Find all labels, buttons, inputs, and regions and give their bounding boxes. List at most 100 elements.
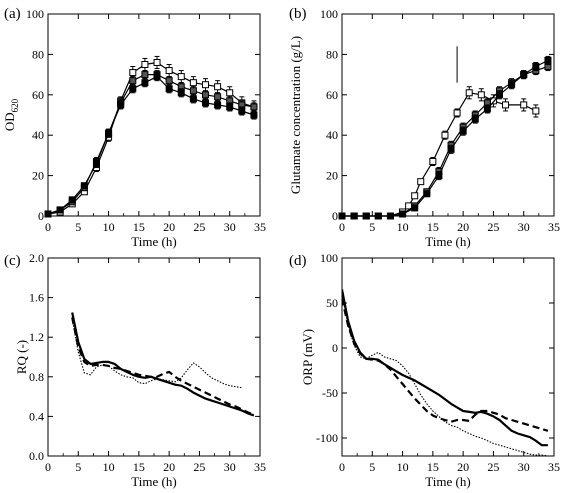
- data-point: [465, 89, 473, 97]
- data-point: [141, 71, 149, 79]
- series-line-1: [342, 65, 549, 217]
- data-point: [483, 105, 491, 113]
- x-tick-label: 30: [518, 220, 530, 234]
- data-point: [417, 178, 425, 186]
- data-point: [435, 172, 443, 180]
- series-line-dashed: [71, 317, 255, 416]
- data-point: [453, 109, 461, 117]
- y-axis-label: RQ (-): [14, 340, 29, 374]
- x-tick-label: 15: [133, 220, 145, 234]
- y-axis-label-subscript: 620: [10, 98, 20, 112]
- data-point: [374, 212, 382, 220]
- x-tick-label: 0: [45, 220, 51, 234]
- y-tick-label: 60: [326, 88, 338, 102]
- data-point: [105, 129, 113, 137]
- data-point: [201, 99, 209, 107]
- y-tick-label: 40: [32, 128, 44, 142]
- y-tick-label: 100: [320, 251, 338, 265]
- data-point: [129, 77, 137, 85]
- data-point: [165, 67, 173, 75]
- y-tick-label: 0.0: [29, 449, 44, 463]
- data-point: [92, 159, 100, 167]
- series-line-solid: [71, 312, 255, 417]
- data-point: [338, 212, 346, 220]
- panel-0: (a) 0 5 10 15 20 25 30 35 0 20 40 60 80 100 Time (h) OD6…: [2, 6, 266, 249]
- x-tick-label: 5: [75, 460, 81, 474]
- data-point: [117, 101, 125, 109]
- data-point: [129, 85, 137, 93]
- data-point: [165, 77, 173, 85]
- data-point: [477, 91, 485, 99]
- x-tick-label: 10: [103, 460, 115, 474]
- panel-2: (c) 0 5 10 15 20 25 30 35 0.0 0.4 0.8 1.2 1.6 2.0 Time …: [4, 251, 266, 489]
- panel-label: (b): [289, 6, 307, 22]
- data-point: [56, 206, 64, 214]
- data-point: [68, 196, 76, 204]
- panel-label: (c): [4, 253, 21, 269]
- data-point: [214, 93, 222, 101]
- y-tick-label: -50: [322, 386, 338, 400]
- data-point: [153, 58, 161, 66]
- x-tick-label: 35: [548, 460, 560, 474]
- data-point: [226, 89, 234, 97]
- x-tick-label: 30: [224, 220, 236, 234]
- x-tick-label: 5: [369, 460, 375, 474]
- data-point: [423, 190, 431, 198]
- data-point: [189, 95, 197, 103]
- y-tick-label: 80: [32, 47, 44, 61]
- data-point: [201, 81, 209, 89]
- series-line-1: [47, 73, 254, 215]
- data-point: [226, 103, 234, 111]
- x-tick-label: 15: [133, 460, 145, 474]
- y-tick-label: 50: [326, 296, 338, 310]
- data-point: [238, 107, 246, 115]
- data-point: [250, 103, 258, 111]
- x-tick-label: 35: [254, 220, 266, 234]
- x-tick-label: 35: [548, 220, 560, 234]
- data-point: [141, 79, 149, 87]
- x-axis-label: Time (h): [425, 234, 470, 249]
- x-tick-label: 5: [75, 220, 81, 234]
- y-tick-label: 0: [38, 209, 44, 223]
- x-tick-label: 25: [487, 220, 499, 234]
- x-tick-label: 0: [45, 460, 51, 474]
- data-point: [441, 131, 449, 139]
- x-tick-label: 30: [518, 460, 530, 474]
- x-tick-label: 30: [224, 460, 236, 474]
- data-point: [411, 204, 419, 212]
- x-tick-label: 15: [427, 460, 439, 474]
- data-point: [520, 101, 528, 109]
- x-axis-label: Time (h): [131, 474, 176, 489]
- data-point: [532, 63, 540, 71]
- data-point: [80, 182, 88, 190]
- y-tick-label: 20: [326, 169, 338, 183]
- panel-1: (b) 0 5 10 15 20 25 30 35 0 20 40 60 80 100 Time (h) Glu…: [288, 6, 560, 249]
- data-point: [214, 83, 222, 91]
- data-point: [508, 81, 516, 89]
- data-point: [177, 89, 185, 97]
- x-tick-label: 0: [339, 460, 345, 474]
- plot-frame: [341, 13, 555, 217]
- data-point: [502, 101, 510, 109]
- x-tick-label: 35: [254, 460, 266, 474]
- data-point: [532, 107, 540, 115]
- data-point: [201, 91, 209, 99]
- data-point: [362, 212, 370, 220]
- plot-frame: [47, 257, 261, 457]
- y-axis-label-main: OD: [2, 112, 17, 131]
- y-tick-label: 100: [320, 7, 338, 21]
- data-point: [189, 79, 197, 87]
- y-tick-label: 100: [26, 7, 44, 21]
- x-tick-label: 25: [193, 460, 205, 474]
- data-point: [141, 61, 149, 68]
- panel-label: (a): [4, 6, 21, 22]
- data-point: [495, 91, 503, 99]
- y-tick-label: 1.6: [29, 291, 44, 305]
- x-tick-label: 25: [487, 460, 499, 474]
- data-point: [177, 73, 185, 81]
- y-tick-label: 0.8: [29, 370, 44, 384]
- data-point: [214, 101, 222, 109]
- x-tick-label: 15: [427, 220, 439, 234]
- x-tick-label: 10: [397, 460, 409, 474]
